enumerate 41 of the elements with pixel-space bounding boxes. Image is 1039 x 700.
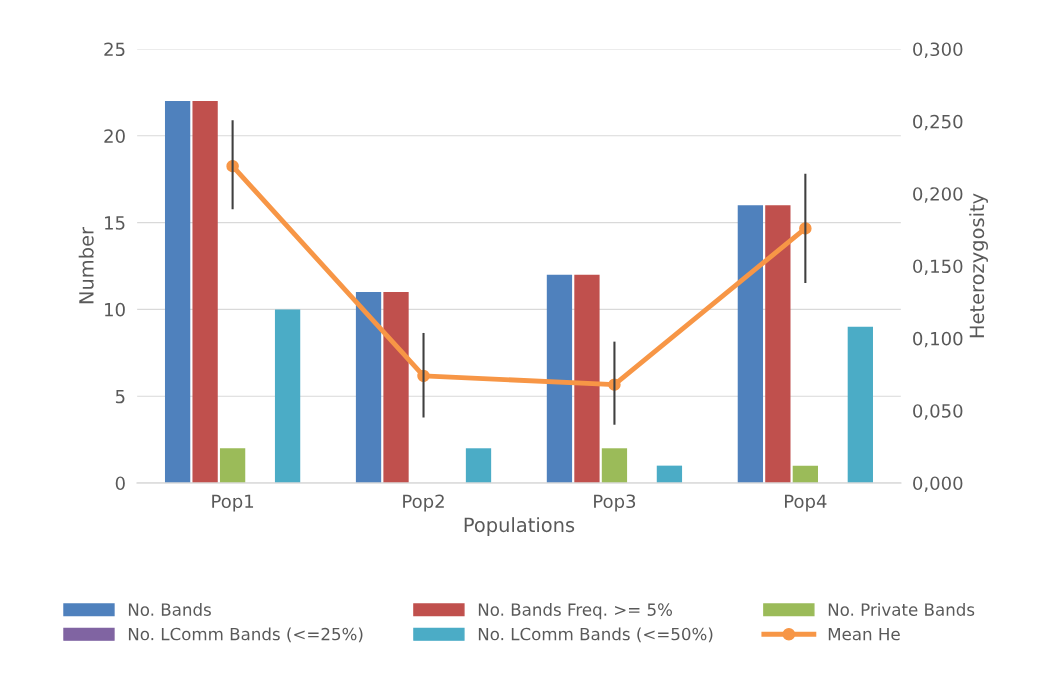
x-axis-title: Populations: [464, 517, 575, 536]
legend-label: No. Bands: [128, 603, 211, 616]
bar: [847, 326, 873, 483]
y2-tick-label: 0,050: [913, 404, 963, 420]
legend-label: No. Private Bands: [828, 603, 975, 616]
bar: [574, 274, 600, 483]
y-tick-label: 10: [105, 302, 125, 317]
bar: [192, 101, 218, 483]
y2-tick-label: 0,300: [913, 42, 963, 58]
bar: [219, 448, 246, 483]
bar: [656, 465, 683, 483]
bar: [765, 205, 791, 483]
y-tick-label: 15: [105, 216, 125, 230]
legend-label: Mean He: [828, 627, 900, 641]
y-tick-label: 5: [115, 389, 125, 404]
bar: [274, 309, 301, 483]
y-tick-label: 0: [115, 476, 125, 491]
x-tick-label: Pop2: [403, 494, 444, 512]
y2-tick-label: 0,000: [913, 476, 963, 492]
bar: [355, 292, 382, 483]
legend-label: No. Bands Freq. >= 5%: [478, 603, 673, 620]
bar: [383, 292, 409, 483]
legend-label: No. LComm Bands (<=50%): [478, 627, 713, 643]
y2-tick-label: 0,200: [913, 187, 963, 203]
bar: [792, 465, 818, 483]
x-tick-label: Pop3: [594, 494, 636, 512]
x-tick-label: Pop4: [785, 494, 827, 512]
y-tick-label: 20: [104, 129, 125, 143]
bar: [164, 101, 191, 483]
y2-tick-label: 0,250: [913, 114, 963, 131]
legend-label: No. LComm Bands (<=25%): [128, 627, 363, 643]
bar: [601, 448, 628, 483]
bar: [546, 274, 573, 483]
y-tick-label: 25: [104, 42, 125, 57]
bar: [465, 448, 492, 483]
y-axis-title: Number: [78, 226, 94, 304]
x-tick-label: Pop1: [212, 494, 254, 512]
y2-tick-label: 0,100: [913, 331, 963, 348]
bar: [737, 205, 764, 483]
y2-axis-title: Heterozygosity: [969, 193, 988, 338]
y2-tick-label: 0,150: [913, 259, 963, 275]
